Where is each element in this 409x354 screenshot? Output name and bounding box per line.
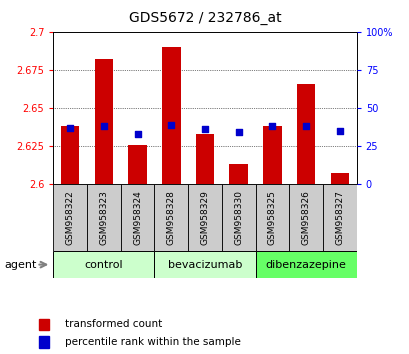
Point <box>67 125 73 131</box>
Bar <box>120 184 154 251</box>
Bar <box>296 84 315 184</box>
Bar <box>128 144 146 184</box>
Bar <box>195 134 214 184</box>
Point <box>336 128 342 133</box>
Bar <box>53 184 87 251</box>
Text: GSM958329: GSM958329 <box>200 190 209 245</box>
Bar <box>255 184 289 251</box>
Bar <box>221 184 255 251</box>
Text: GSM958328: GSM958328 <box>166 190 175 245</box>
Point <box>302 124 309 129</box>
Bar <box>263 126 281 184</box>
Bar <box>39 319 49 330</box>
Text: agent: agent <box>4 259 36 270</box>
Text: GSM958325: GSM958325 <box>267 190 276 245</box>
Bar <box>39 336 49 348</box>
Text: control: control <box>84 259 123 270</box>
Point <box>268 124 275 129</box>
Bar <box>53 251 154 278</box>
Text: GSM958323: GSM958323 <box>99 190 108 245</box>
Point <box>100 124 107 129</box>
Text: percentile rank within the sample: percentile rank within the sample <box>65 337 240 347</box>
Bar <box>289 184 322 251</box>
Bar <box>255 251 356 278</box>
Text: bevacizumab: bevacizumab <box>167 259 242 270</box>
Bar <box>94 59 113 184</box>
Text: GSM958326: GSM958326 <box>301 190 310 245</box>
Point <box>134 131 141 137</box>
Point <box>201 126 208 132</box>
Bar <box>154 184 188 251</box>
Bar <box>330 173 348 184</box>
Text: GSM958327: GSM958327 <box>335 190 344 245</box>
Bar <box>229 164 247 184</box>
Text: dibenzazepine: dibenzazepine <box>265 259 346 270</box>
Bar <box>162 47 180 184</box>
Bar <box>87 184 120 251</box>
Bar <box>188 184 221 251</box>
Text: GSM958330: GSM958330 <box>234 190 243 245</box>
Text: GSM958324: GSM958324 <box>133 190 142 245</box>
Bar <box>322 184 356 251</box>
Bar <box>61 126 79 184</box>
Bar <box>154 251 255 278</box>
Point <box>168 122 174 127</box>
Text: GDS5672 / 232786_at: GDS5672 / 232786_at <box>128 11 281 25</box>
Point <box>235 130 241 135</box>
Text: GSM958322: GSM958322 <box>65 190 74 245</box>
Text: transformed count: transformed count <box>65 319 162 329</box>
